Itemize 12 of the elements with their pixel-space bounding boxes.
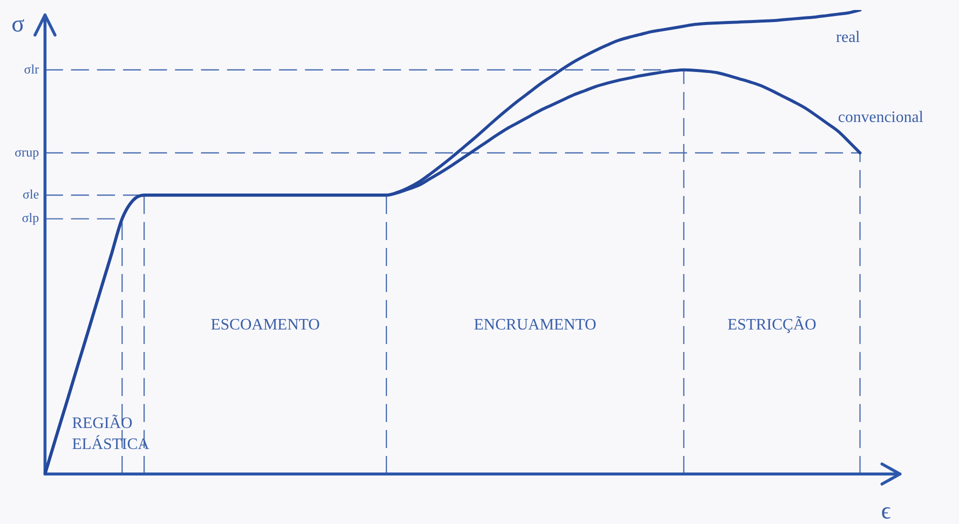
ref-line-label: σlp (22, 210, 39, 226)
ref-line-label: σrup (14, 144, 39, 160)
ref-line-label: σle (22, 186, 40, 202)
annotation: REGIÃO ELÁSTICA (72, 414, 150, 454)
ref-line-label: σlr (24, 61, 40, 76)
series-label: real (836, 29, 861, 46)
annotation: ESCOAMENTO (210, 316, 320, 334)
series-label: convencional (838, 109, 924, 126)
annotation: ENCRUAMENTO (474, 316, 596, 334)
y-axis-title: σ (12, 11, 25, 38)
x-axis-title: ϵ (881, 498, 892, 524)
annotation: ESTRICÇÃO (727, 316, 816, 334)
